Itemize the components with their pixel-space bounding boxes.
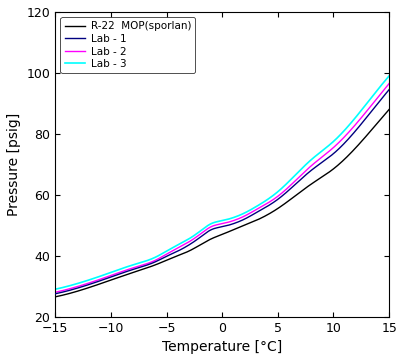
Lab - 1 xyxy=(326,155,331,160)
R-22  MOP(sporlan) xyxy=(234,227,238,231)
Lab - 1 xyxy=(379,97,383,101)
Line: Lab - 2: Lab - 2 xyxy=(55,83,389,292)
Lab - 1 xyxy=(252,212,257,216)
Lab - 2 xyxy=(234,218,238,222)
R-22  MOP(sporlan) xyxy=(211,235,216,240)
Line: Lab - 1: Lab - 1 xyxy=(55,90,389,294)
R-22  MOP(sporlan) xyxy=(53,295,58,299)
Lab - 2 xyxy=(387,81,391,86)
Lab - 3 xyxy=(53,287,58,291)
Lab - 3 xyxy=(252,206,257,210)
R-22  MOP(sporlan) xyxy=(387,107,391,112)
Lab - 3 xyxy=(213,220,218,224)
R-22  MOP(sporlan) xyxy=(326,170,331,174)
Line: R-22  MOP(sporlan): R-22 MOP(sporlan) xyxy=(55,109,389,297)
Lab - 3 xyxy=(326,143,331,148)
Lab - 2 xyxy=(211,223,216,228)
R-22  MOP(sporlan) xyxy=(252,219,257,223)
Line: Lab - 3: Lab - 3 xyxy=(55,76,389,289)
R-22  MOP(sporlan) xyxy=(213,235,218,239)
Lab - 3 xyxy=(211,221,216,225)
Lab - 1 xyxy=(211,226,216,231)
Y-axis label: Pressure [psig]: Pressure [psig] xyxy=(7,113,21,216)
Lab - 2 xyxy=(379,91,383,96)
Lab - 3 xyxy=(234,214,238,219)
Lab - 2 xyxy=(252,209,257,213)
Lab - 2 xyxy=(53,290,58,295)
X-axis label: Temperature [°C]: Temperature [°C] xyxy=(162,340,282,354)
Lab - 2 xyxy=(213,223,218,227)
Lab - 3 xyxy=(379,83,383,88)
Lab - 1 xyxy=(234,221,238,225)
Lab - 3 xyxy=(387,74,391,78)
Lab - 1 xyxy=(53,292,58,296)
Lab - 2 xyxy=(326,149,331,154)
Legend: R-22  MOP(sporlan), Lab - 1, Lab - 2, Lab - 3: R-22 MOP(sporlan), Lab - 1, Lab - 2, Lab… xyxy=(61,17,195,73)
Lab - 1 xyxy=(387,87,391,92)
Lab - 1 xyxy=(213,226,218,230)
R-22  MOP(sporlan) xyxy=(379,117,383,121)
